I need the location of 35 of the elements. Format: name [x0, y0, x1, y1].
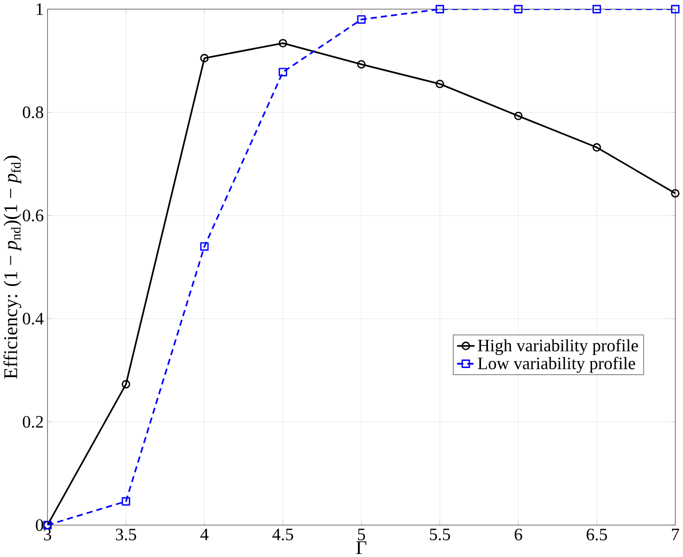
x-tick-label: 3 [44, 528, 52, 540]
x-tick-label: 6.5 [586, 528, 607, 540]
legend-label: Low variability profile [478, 356, 636, 373]
point [436, 79, 444, 88]
x-axis-title: Γ [356, 541, 366, 554]
point [671, 188, 680, 198]
y-tick-label: 0.4 [22, 312, 44, 324]
x-tick-label: 3.5 [116, 528, 136, 540]
legend-label: High variability profile [478, 338, 638, 355]
point [592, 4, 602, 14]
point [357, 60, 366, 68]
point [122, 496, 130, 506]
point [357, 14, 366, 24]
y-tick-label: 0.8 [22, 106, 44, 118]
point [436, 4, 444, 14]
y-axis-title: Efficiency: (1 − p$_{nd}$)(1 − p$_{fd}$) [3, 156, 22, 378]
point [278, 38, 288, 48]
point [122, 380, 130, 388]
point [200, 54, 209, 62]
point [278, 68, 288, 76]
y-tick-label: 0.6 [22, 209, 44, 222]
x-tick-label: 6 [514, 528, 522, 540]
point [592, 142, 602, 152]
point [200, 242, 209, 250]
point [671, 4, 680, 14]
x-tick-label: 4.5 [272, 528, 294, 540]
x-tick-label: 4 [200, 528, 208, 540]
point [514, 111, 523, 120]
x-tick-label: 7 [672, 528, 680, 540]
y-tick-label: 1 [36, 3, 43, 15]
point [514, 4, 523, 14]
x-tick-label: 5 [358, 528, 366, 540]
y-tick-label: 0 [36, 519, 44, 531]
y-tick-label: 0.2 [22, 416, 43, 428]
x-tick-label: 5.5 [430, 528, 450, 540]
